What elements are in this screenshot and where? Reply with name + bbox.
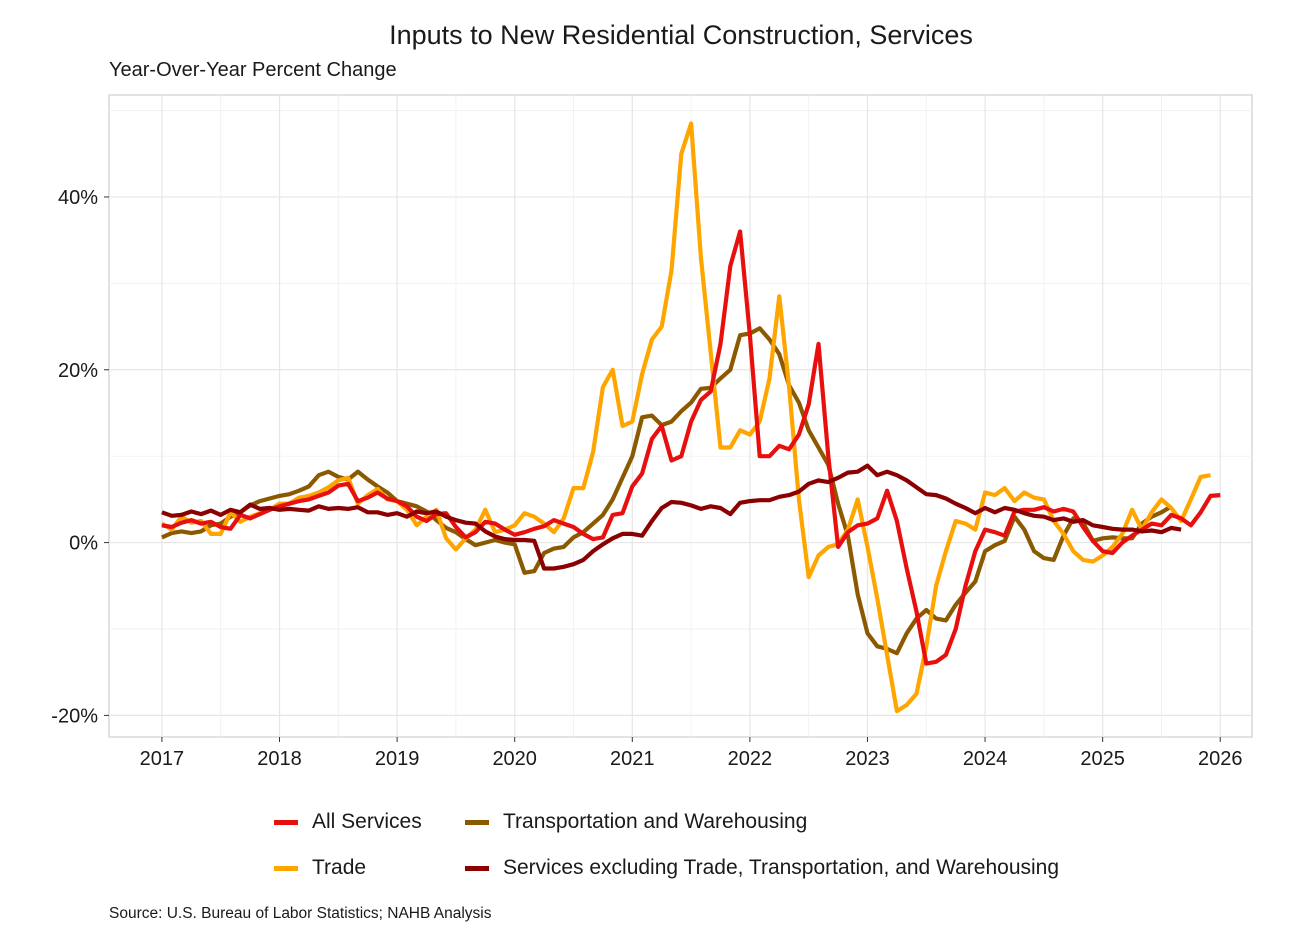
series-lines — [160, 121, 1221, 714]
x-tick-label: 2023 — [845, 748, 890, 770]
legend-label-trade: Trade — [312, 856, 367, 879]
legend-swatch-all-services — [274, 819, 298, 825]
chart-subtitle: Year-Over-Year Percent Change — [109, 59, 397, 81]
x-tick-label: 2021 — [610, 748, 655, 770]
legend-item-trade: Trade — [274, 856, 366, 880]
legend-item-transportation: Transportation and Warehousing — [465, 810, 807, 834]
x-tick-label: 2024 — [963, 748, 1008, 770]
x-tick-label: 2020 — [492, 748, 537, 770]
y-tick-label: 20% — [58, 360, 98, 382]
plot-panel — [108, 94, 1253, 738]
legend-item-services-ex: Services excluding Trade, Transportation… — [465, 856, 1059, 880]
y-tick-label: 40% — [58, 187, 98, 209]
x-axis: 2017 2018 2019 2020 2021 2022 2023 2024 2025 2026 — [140, 737, 1243, 770]
legend-label-transportation: Transportation and Warehousing — [503, 810, 808, 833]
series-line-all-services — [161, 229, 1221, 666]
chart-title: Inputs to New Residential Construction, … — [389, 20, 973, 50]
y-tick-label: -20% — [51, 705, 98, 727]
y-tick-label: 0% — [69, 533, 98, 555]
legend-swatch-trade — [274, 865, 298, 871]
grid-lines — [109, 95, 1252, 737]
legend-swatch-transportation — [465, 819, 489, 825]
x-tick-label: 2019 — [375, 748, 420, 770]
x-tick-label: 2026 — [1198, 748, 1243, 770]
x-tick-label: 2018 — [257, 748, 302, 770]
legend-label-services-ex: Services excluding Trade, Transportation… — [503, 856, 1060, 879]
x-tick-label: 2022 — [728, 748, 773, 770]
x-tick-label: 2017 — [140, 748, 185, 770]
y-axis: -20% 0% 20% 40% — [51, 187, 109, 727]
series-line-transportation-and-warehousing — [161, 326, 1173, 656]
series-line-trade — [160, 121, 1211, 714]
series-line-services-excluding-trade-transportation-and-warehousing — [161, 463, 1182, 571]
x-tick-label: 2025 — [1080, 748, 1125, 770]
source-note: Source: U.S. Bureau of Labor Statistics;… — [109, 905, 492, 922]
legend-swatch-services-ex — [465, 865, 489, 871]
legend-item-all-services: All Services — [274, 810, 422, 834]
legend-label-all-services: All Services — [312, 810, 422, 833]
